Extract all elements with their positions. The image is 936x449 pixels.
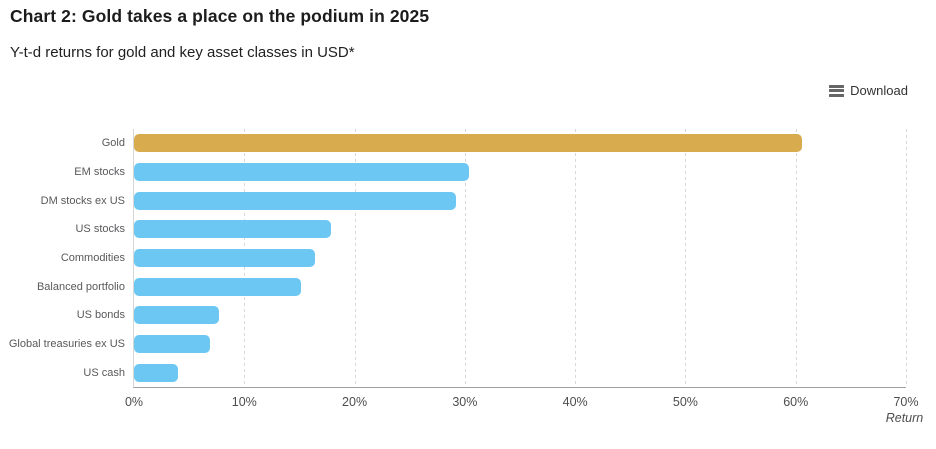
category-label: Balanced portfolio (36, 280, 125, 293)
x-axis-title: Return (885, 411, 924, 425)
bar-em-stocks[interactable] (134, 163, 470, 181)
gridline (906, 129, 907, 387)
bar-dm-stocks-ex-us[interactable] (134, 191, 457, 210)
bar-commodities[interactable] (134, 249, 315, 267)
bar-global-treasuries-ex-us[interactable] (134, 335, 211, 353)
gridline (575, 129, 577, 387)
category-label: US cash (83, 366, 125, 379)
x-tick-label: 30% (452, 395, 478, 409)
bar-us-bonds[interactable] (134, 306, 219, 325)
category-label: EM stocks (74, 166, 125, 178)
bar-us-stocks[interactable] (134, 220, 332, 239)
category-label: DM stocks ex US (40, 194, 125, 207)
x-tick-label: 40% (562, 395, 588, 409)
category-label: Commodities (60, 252, 125, 264)
hamburger-menu-icon (829, 84, 845, 97)
x-tick-label: 10% (231, 395, 257, 409)
chart-subtitle: Y-t-d returns for gold and key asset cla… (10, 44, 355, 61)
category-label: US bonds (76, 309, 125, 322)
x-tick-label: 60% (783, 395, 809, 409)
bar-balanced-portfolio[interactable] (134, 277, 301, 296)
plot-area: Return 0% 10% 20% 30% 40% 50% 60% 70% Gold EM sto… (9, 129, 923, 425)
x-tick-label: 0% (124, 395, 144, 409)
x-tick-label: 50% (672, 395, 698, 409)
download-label: Download (850, 83, 908, 98)
gridline (795, 129, 797, 387)
category-label: Global treasuries ex US (8, 338, 125, 350)
x-tick-label: 20% (342, 395, 368, 409)
bar-us-cash[interactable] (134, 363, 179, 382)
bar-gold[interactable] (134, 134, 803, 153)
x-tick-label: 70% (893, 395, 919, 409)
gridline (685, 129, 687, 387)
category-label: US stocks (75, 223, 125, 236)
category-label: Gold (101, 137, 125, 150)
page-title: Chart 2: Gold takes a place on the podiu… (10, 6, 430, 26)
download-button[interactable]: Download (829, 83, 908, 98)
